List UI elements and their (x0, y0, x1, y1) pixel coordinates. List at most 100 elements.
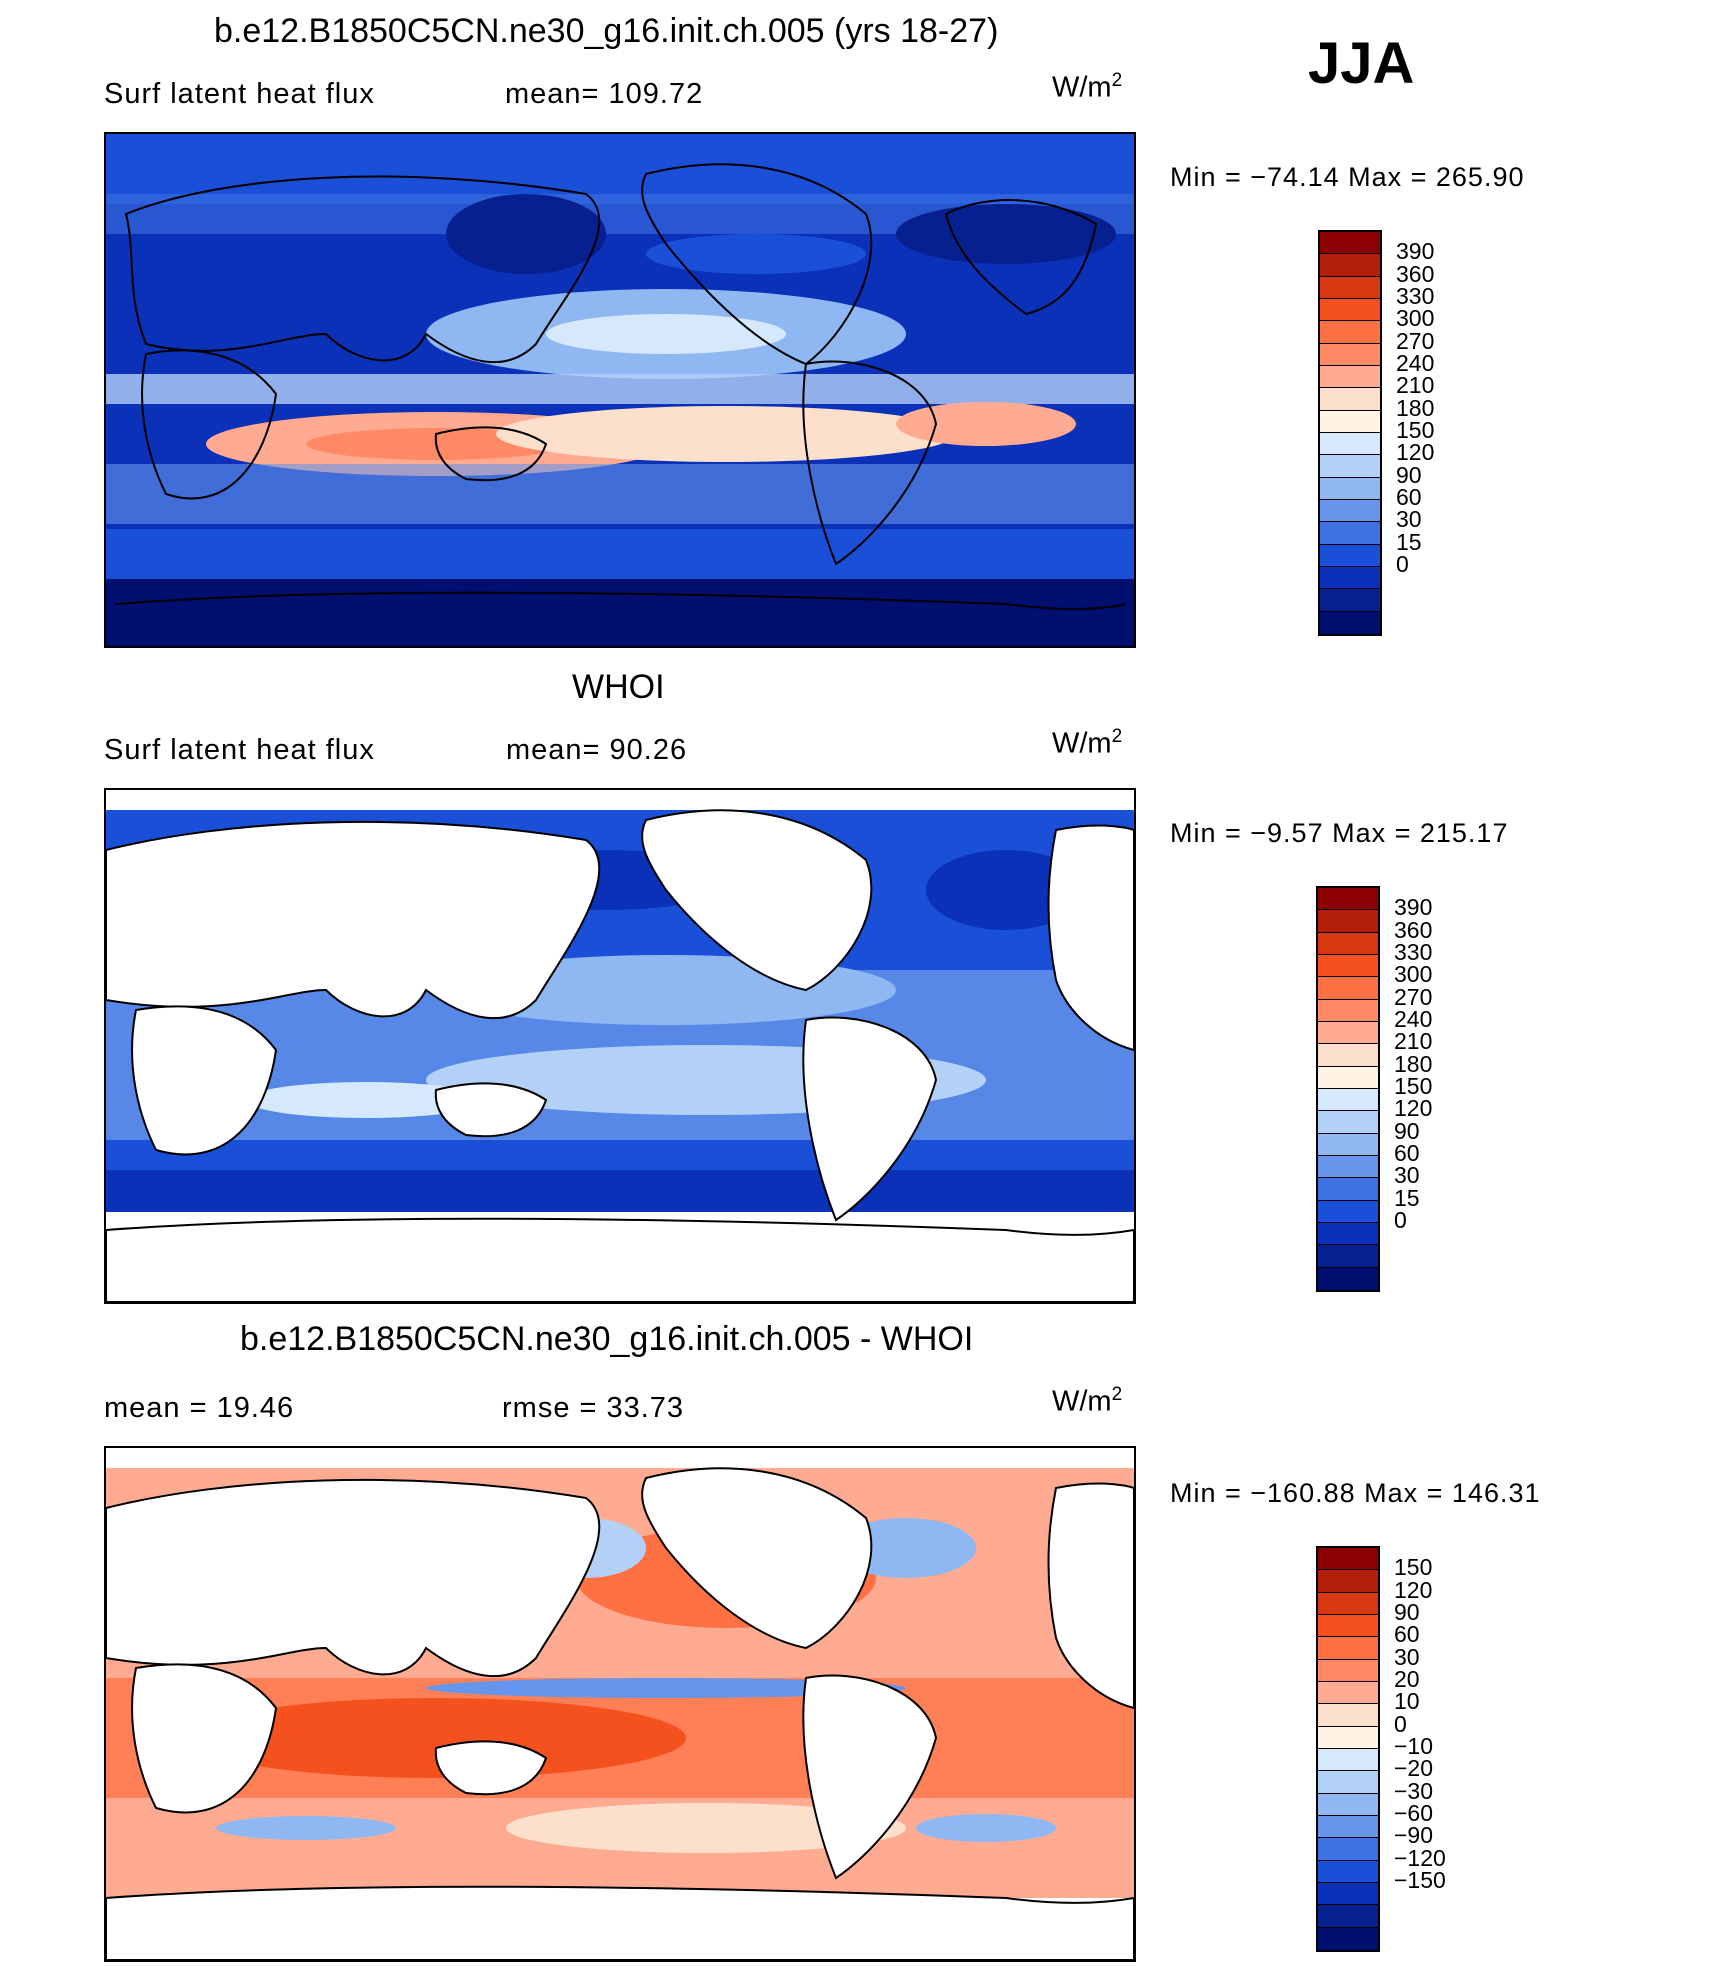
min-max-readout: Min = −9.57 Max = 215.17 (1170, 818, 1509, 848)
colorbar-tick-label: 90 (1394, 1599, 1420, 1625)
colorbar-swatch (1318, 1681, 1378, 1705)
colorbar-swatch (1320, 477, 1380, 500)
colorbar-tick-label: 240 (1394, 1006, 1433, 1032)
mean-value: mean= 109.72 (505, 78, 704, 110)
colorbar-swatch (1318, 1659, 1378, 1682)
min-max-readout: Min = −160.88 Max = 146.31 (1170, 1478, 1541, 1508)
colorbar-swatch (1318, 932, 1378, 955)
colorbar-tick-label: 270 (1394, 983, 1433, 1010)
colorbar-swatch (1320, 566, 1380, 590)
colorbar-swatch (1318, 954, 1378, 978)
colorbar-swatch (1318, 1044, 1378, 1067)
colorbar-tick-label: 15 (1394, 1184, 1420, 1211)
colorbar-tick-label: 0 (1394, 1207, 1407, 1233)
colorbar-swatch (1318, 1111, 1378, 1134)
colorbar-tick-label: 0 (1394, 1710, 1407, 1737)
colorbar-tick-label: 15 (1396, 528, 1422, 555)
field-name: Surf latent heat flux (104, 78, 375, 110)
colorbar-swatch (1318, 999, 1378, 1022)
colorbar-tick-label: 330 (1396, 283, 1435, 309)
units-label: W/m2 (1052, 70, 1123, 104)
colorbar-tick-label: −60 (1394, 1800, 1434, 1826)
colorbar-tick-label: 90 (1394, 1117, 1420, 1144)
colorbar-swatch (1318, 1155, 1378, 1179)
mean-value: mean = 19.46 (104, 1392, 295, 1424)
panel-title: WHOI (572, 668, 665, 706)
colorbar-swatch (1318, 1592, 1378, 1615)
panel-title: b.e12.B1850C5CN.ne30_g16.init.ch.005 (yr… (214, 12, 999, 50)
colorbar-swatch (1320, 343, 1380, 366)
colorbar-swatch (1318, 1927, 1378, 1950)
panel-title: b.e12.B1850C5CN.ne30_g16.init.ch.005 - W… (240, 1320, 974, 1358)
colorbar-swatch (1318, 1245, 1378, 1268)
colorbar-tick-label: 150 (1394, 1073, 1433, 1099)
map-model-field (106, 134, 1134, 646)
units-label: W/m2 (1052, 726, 1123, 760)
colorbar-swatch (1320, 254, 1380, 277)
colorbar-tick-label: 60 (1394, 1621, 1420, 1648)
colorbar-tick-label: 270 (1396, 327, 1435, 354)
colorbar-swatch (1318, 1088, 1378, 1112)
colorbar-tick-label: 300 (1396, 305, 1435, 332)
colorbar-swatch (1318, 1905, 1378, 1928)
colorbar-tick-label: 30 (1394, 1643, 1420, 1670)
colorbar-swatch (1318, 1815, 1378, 1839)
colorbar-swatch (1320, 544, 1380, 567)
colorbar-tick-label: 60 (1394, 1140, 1420, 1166)
colorbar-tick-label: 30 (1394, 1162, 1420, 1189)
colorbar-swatch (1318, 1222, 1378, 1246)
colorbar-swatch (1318, 1882, 1378, 1906)
colorbar-swatch (1318, 910, 1378, 933)
colorbar-swatch (1320, 388, 1380, 411)
colorbar-swatch (1318, 1614, 1378, 1638)
colorbar-swatch (1320, 611, 1380, 634)
colorbar-tick-label: 0 (1396, 551, 1409, 577)
colorbar-swatch (1318, 1726, 1378, 1749)
colorbar-tick-label: 10 (1394, 1688, 1420, 1715)
colorbar-swatch (1318, 1570, 1378, 1593)
colorbar (1316, 886, 1380, 1292)
colorbar-swatch (1320, 455, 1380, 478)
colorbar-swatch (1318, 1548, 1378, 1571)
min-max-readout: Min = −74.14 Max = 265.90 (1170, 162, 1525, 192)
colorbar-swatch (1320, 522, 1380, 545)
units-label: W/m2 (1052, 1384, 1123, 1418)
colorbar-tick-label: 180 (1394, 1050, 1433, 1077)
colorbar-swatch (1320, 499, 1380, 523)
colorbar-swatch (1318, 888, 1378, 911)
colorbar-swatch (1318, 1178, 1378, 1201)
colorbar-swatch (1320, 410, 1380, 433)
colorbar-swatch (1320, 365, 1380, 389)
colorbar-swatch (1318, 1771, 1378, 1794)
colorbar (1318, 230, 1382, 636)
colorbar-tick-label: 20 (1394, 1666, 1420, 1692)
colorbar-tick-label: 120 (1394, 1095, 1433, 1122)
colorbar-tick-label: 150 (1396, 417, 1435, 443)
colorbar-tick-label: −90 (1394, 1822, 1434, 1849)
colorbar-swatch (1318, 1267, 1378, 1290)
colorbar-swatch (1320, 321, 1380, 344)
colorbar-tick-label: −150 (1394, 1867, 1446, 1893)
colorbar-tick-label: 30 (1396, 506, 1422, 533)
colorbar-tick-label: 240 (1396, 350, 1435, 376)
map-obs-field (106, 790, 1134, 1302)
colorbar-tick-label: −10 (1394, 1733, 1434, 1759)
colorbar-tick-label: 360 (1396, 260, 1435, 287)
colorbar-swatch (1318, 1021, 1378, 1045)
colorbar-tick-label: 300 (1394, 961, 1433, 988)
colorbar-tick-label: 120 (1394, 1576, 1433, 1603)
colorbar-swatch (1318, 1066, 1378, 1089)
colorbar-tick-label: 330 (1394, 939, 1433, 965)
colorbar-swatch (1320, 589, 1380, 612)
colorbar-swatch (1320, 432, 1380, 456)
colorbar-tick-label: −120 (1394, 1844, 1446, 1871)
colorbar-tick-label: 210 (1394, 1028, 1433, 1055)
colorbar-swatch (1320, 276, 1380, 299)
colorbar-tick-label: 210 (1396, 372, 1435, 399)
colorbar (1316, 1546, 1380, 1952)
colorbar-swatch (1318, 1860, 1378, 1883)
colorbar-tick-label: 390 (1394, 894, 1433, 921)
rmse-value: rmse = 33.73 (502, 1392, 685, 1424)
colorbar-tick-label: 150 (1394, 1554, 1433, 1581)
colorbar-tick-label: 360 (1394, 916, 1433, 943)
